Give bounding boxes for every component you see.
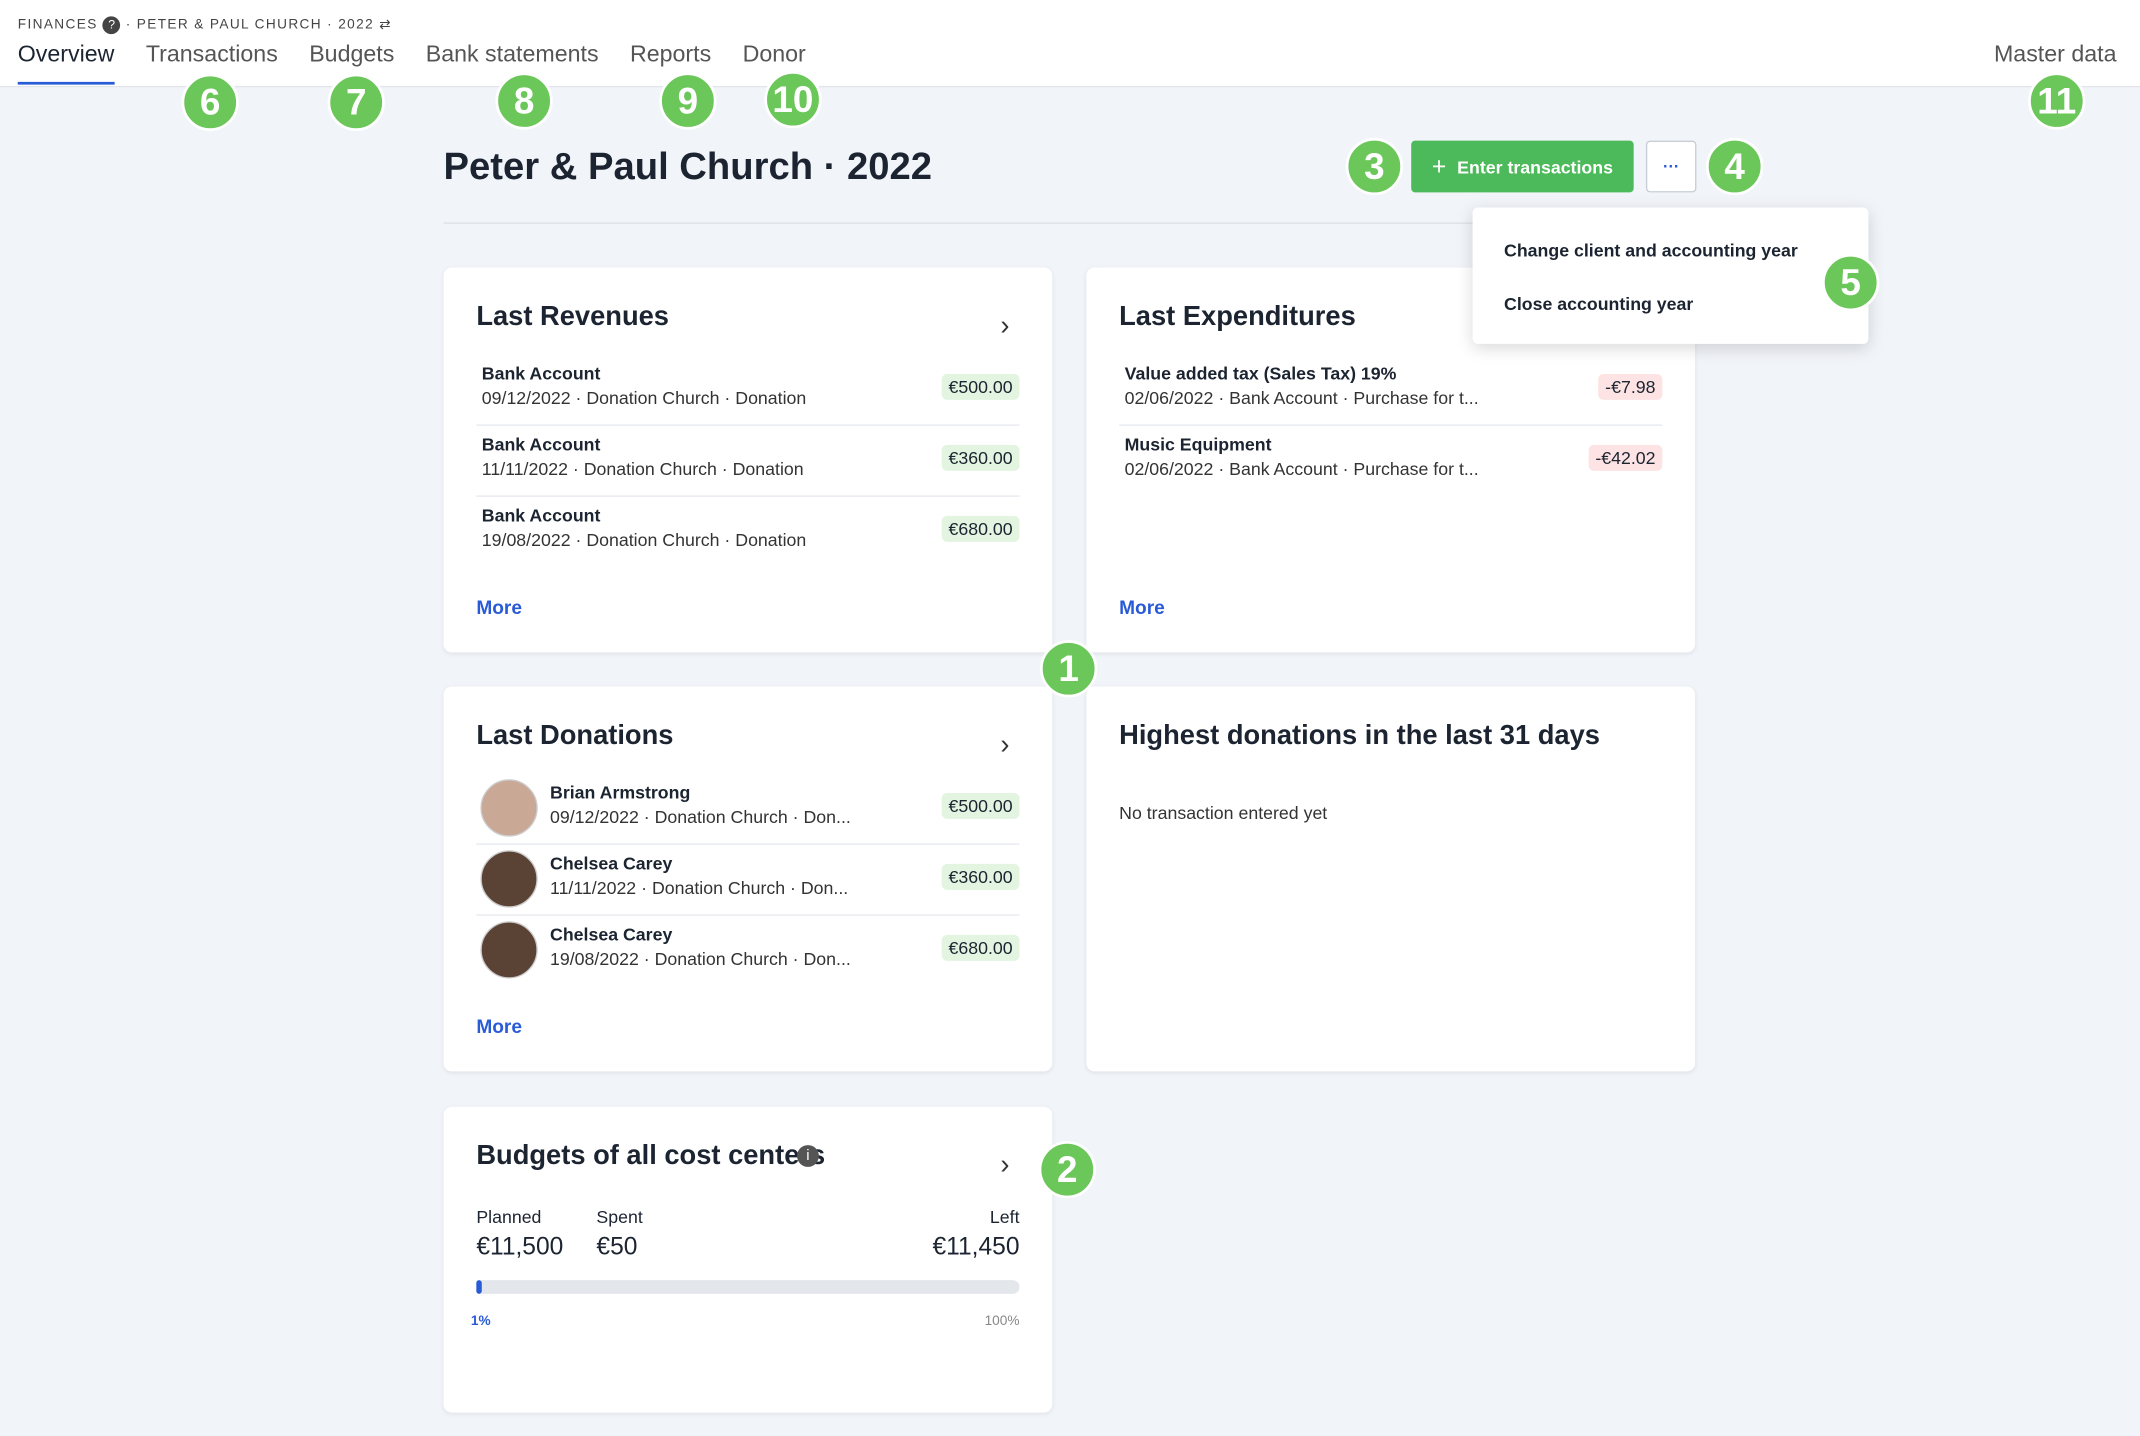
more-link[interactable]: More (1119, 596, 1165, 619)
more-link[interactable]: More (476, 1015, 522, 1038)
item-details: 19/08/2022 · Donation Church · Don... (550, 948, 851, 970)
budget-label: Left (989, 1206, 1020, 1227)
tab[interactable]: Donor (742, 40, 806, 67)
item-name: Brian Armstrong (550, 782, 691, 803)
annotation-badge: 7 (327, 73, 385, 132)
enter-button[interactable]: + Enter transactions (1411, 140, 1634, 193)
amount: -€42.02 (1588, 444, 1663, 471)
client[interactable]: PETER & PAUL CHURCH · 2022 (136, 17, 375, 33)
divider (476, 495, 1020, 497)
menu-item[interactable]: Close accounting year (1504, 293, 1694, 314)
annotation-badge: 5 (1822, 253, 1880, 312)
amount: €500.00 (941, 792, 1020, 819)
annotation-badge: 1 (1039, 640, 1098, 698)
progress-track (476, 1280, 1020, 1294)
tab[interactable]: Bank statements (425, 40, 599, 67)
card: Last Revenues › Bank Account 09/12/2022 · D… (443, 267, 1053, 653)
menu-item[interactable]: Change client and accounting year (1504, 240, 1798, 261)
annotation-badge: 4 (1706, 137, 1764, 196)
empty-state: No transaction entered yet (1119, 802, 1328, 823)
breadcrumb: FINANCES ? · PETER & PAUL CHURCH · 2022 … (17, 16, 393, 35)
annotation-badge: 2 (1038, 1140, 1096, 1199)
chevron[interactable]: › (1000, 1150, 1010, 1181)
card-title: Highest donations in the last 31 days (1119, 720, 1600, 751)
item-name: Chelsea Carey (550, 923, 673, 945)
item-details: 11/11/2022 · Donation Church · Don... (550, 877, 849, 899)
item-name: Value added tax (Sales Tax) 19% (1124, 363, 1397, 384)
divider (476, 843, 1020, 845)
item-name: Bank Account (481, 504, 601, 526)
amount: €680.00 (941, 515, 1020, 542)
tab[interactable]: Reports (629, 40, 712, 67)
item-name: Bank Account (481, 363, 601, 384)
card: Last Donations › Brian Armstrong 09/12/2022… (443, 686, 1053, 1072)
avatar (480, 921, 538, 979)
budget-value: €11,450 (932, 1232, 1020, 1260)
header (0, 0, 2140, 88)
item-name: Chelsea Carey (550, 853, 673, 874)
tab[interactable]: Overview (17, 41, 115, 85)
annotation-badge: 8 (495, 72, 553, 130)
card: Budgets of all cost centers i › Planned €11,… (443, 1106, 1053, 1413)
item-details: 19/08/2022 · Donation Church · Donation (481, 529, 807, 551)
divider (1119, 424, 1663, 426)
progress-max: 100% (984, 1314, 1020, 1330)
more-link[interactable]: More (476, 596, 522, 619)
amount: €500.00 (941, 373, 1020, 400)
annotation-badge: 6 (181, 73, 239, 132)
card-title: Last Revenues (476, 301, 669, 332)
tab[interactable]: Master data (1993, 40, 2117, 67)
divider (476, 914, 1020, 916)
page-title: Peter & Paul Church · 2022 (443, 144, 933, 187)
tabs: Overview Transactions Budgets Bank statemen… (17, 40, 806, 85)
help-icon[interactable]: ? (102, 16, 121, 35)
budget-label: Spent (596, 1206, 643, 1227)
section: FINANCES (17, 17, 98, 33)
annotation-badge: 9 (659, 72, 717, 130)
switch-icon[interactable]: ⇄ (379, 17, 393, 33)
card-title: Budgets of all cost centers (476, 1140, 826, 1171)
item-name: Bank Account (481, 434, 601, 455)
item-details: 02/06/2022 · Bank Account · Purchase for… (1124, 458, 1479, 480)
amount: €360.00 (941, 863, 1020, 890)
tab[interactable]: Budgets (309, 40, 395, 67)
amount: €680.00 (941, 934, 1020, 961)
annotation-badge: 11 (2028, 72, 2086, 130)
progress-label: 1% (470, 1314, 491, 1330)
divider (476, 424, 1020, 426)
avatar (480, 779, 538, 837)
item-details: 09/12/2022 · Donation Church · Donation (481, 387, 807, 409)
divider (443, 222, 1694, 224)
avatar (480, 850, 538, 908)
button-label: Enter transactions (1457, 156, 1613, 177)
amount: -€7.98 (1598, 373, 1663, 400)
item-details: 02/06/2022 · Bank Account · Purchase for… (1124, 387, 1479, 409)
annotation-badge: 10 (764, 70, 822, 129)
info-icon[interactable]: i (797, 1145, 819, 1167)
budget-value: €11,500 (476, 1232, 564, 1260)
chevron[interactable]: › (1000, 730, 1010, 761)
item-name: Music Equipment (1124, 434, 1272, 455)
progress-fill (476, 1280, 482, 1294)
tab[interactable]: Transactions (145, 40, 278, 67)
dropdown-menu: Change client and accounting year Close … (1472, 207, 1869, 344)
card: Highest donations in the last 31 days No … (1086, 686, 1696, 1072)
card-title: Last Donations (476, 720, 674, 751)
item-details: 11/11/2022 · Donation Church · Donation (481, 458, 804, 480)
annotation-badge: 3 (1345, 137, 1404, 196)
budget-label: Planned (476, 1206, 542, 1227)
budget-value: €50 (596, 1232, 638, 1260)
chevron[interactable]: › (1000, 311, 1010, 342)
card-title: Last Expenditures (1119, 301, 1356, 332)
amount: €360.00 (941, 444, 1020, 471)
item-details: 09/12/2022 · Donation Church · Don... (550, 806, 851, 828)
more-button[interactable]: ··· (1645, 140, 1697, 193)
